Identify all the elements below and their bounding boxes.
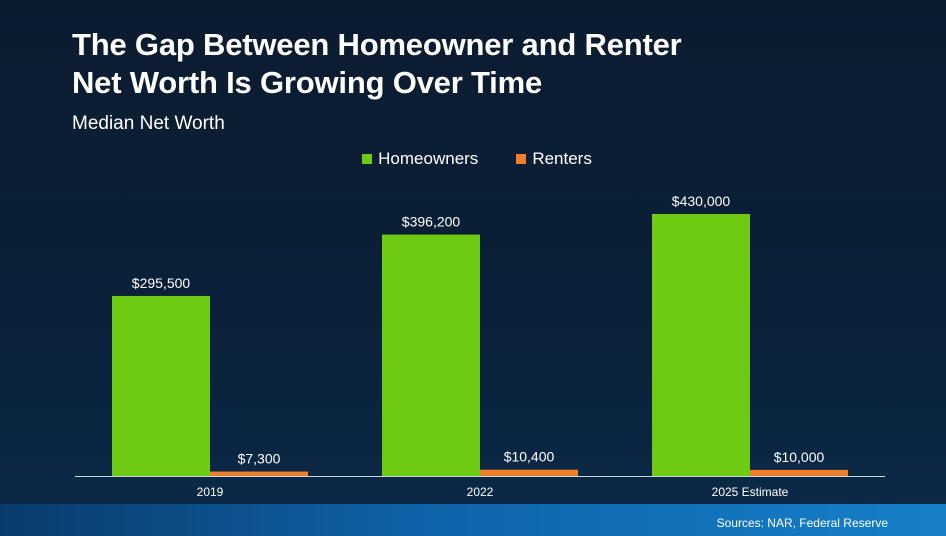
legend-label-homeowners: Homeowners <box>378 149 479 168</box>
bar-renters <box>750 469 848 476</box>
legend-item-homeowners: Homeowners <box>362 149 478 169</box>
bar-homeowners <box>382 234 480 476</box>
legend-item-renters: Renters <box>516 149 592 169</box>
data-label-renters: $10,400 <box>504 449 555 465</box>
chart-title-line: Net Worth Is Growing Over Time <box>72 65 542 100</box>
x-tick-label: 2022 <box>467 485 494 499</box>
data-label-homeowners: $430,000 <box>672 193 731 209</box>
chart-title: The Gap Between Homeowner and Renter Net… <box>72 26 682 102</box>
chart-title-line: The Gap Between Homeowner and Renter <box>72 27 682 62</box>
chart-subtitle: Median Net Worth <box>72 113 225 134</box>
legend-label-renters: Renters <box>532 149 592 168</box>
legend-swatch-homeowners <box>362 154 373 164</box>
data-label-renters: $7,300 <box>238 451 281 467</box>
x-tick-label: 2019 <box>197 485 224 499</box>
legend-swatch-renters <box>516 154 527 164</box>
data-label-renters: $10,000 <box>774 449 825 465</box>
bar-renters <box>210 471 308 476</box>
chart-legend: Homeowners Renters <box>0 147 946 171</box>
x-tick-label: 2025 Estimate <box>712 485 789 499</box>
bar-homeowners <box>112 295 210 476</box>
bar-renters <box>480 469 578 476</box>
bar-homeowners <box>652 214 750 476</box>
source-note: Sources: NAR, Federal Reserve <box>716 516 888 530</box>
data-label-homeowners: $295,500 <box>132 275 191 291</box>
footer-bar <box>0 504 946 536</box>
data-label-homeowners: $396,200 <box>402 214 461 230</box>
